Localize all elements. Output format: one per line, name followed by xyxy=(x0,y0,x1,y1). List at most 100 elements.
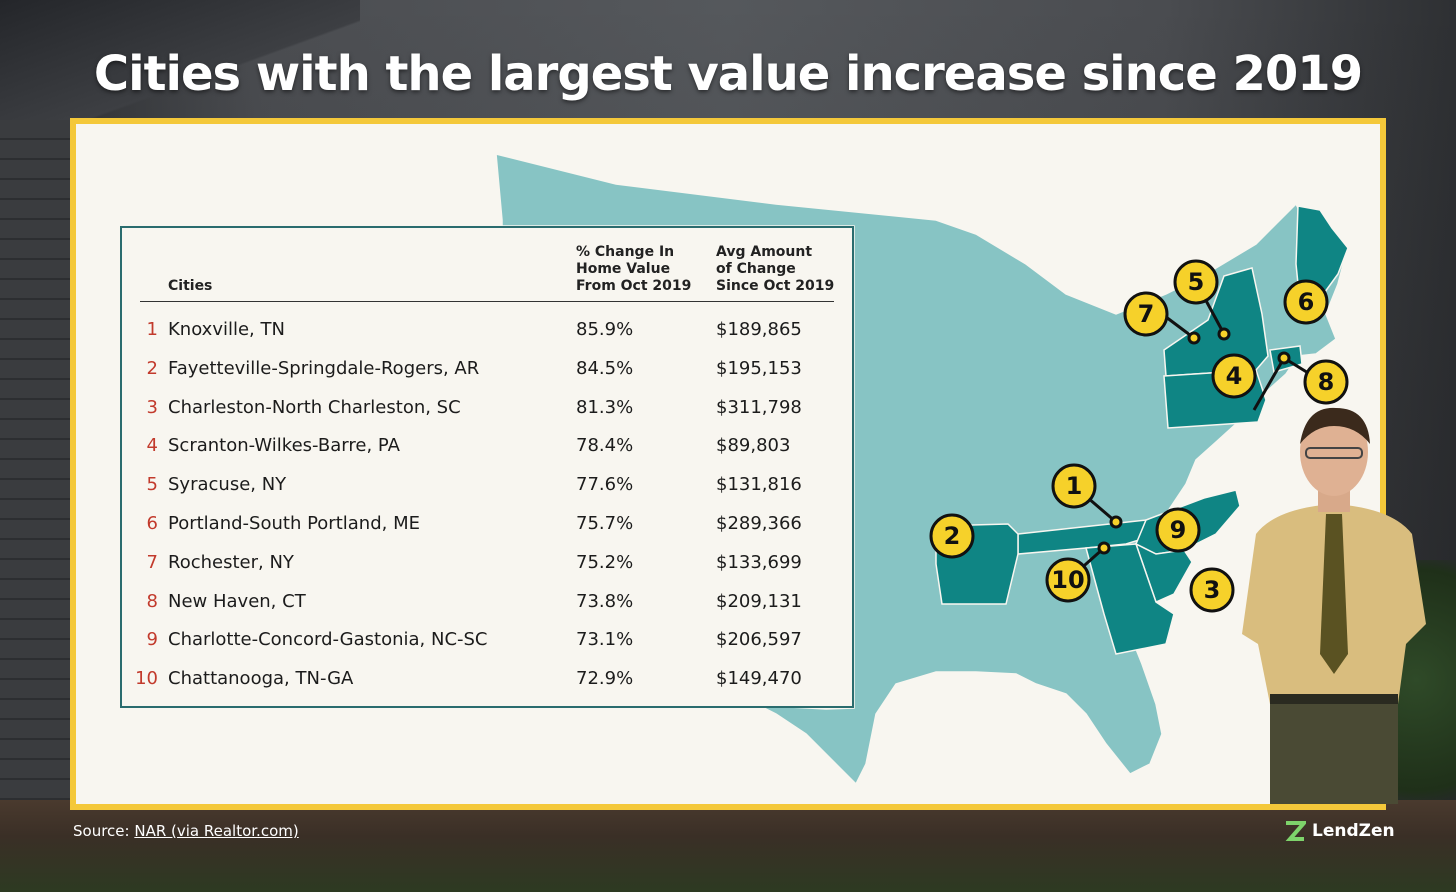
header-pct-change: % Change In Home Value From Oct 2019 xyxy=(576,244,706,295)
row-amount: $206,597 xyxy=(716,629,802,651)
table-row: 9 Charlotte-Concord-Gastonia, NC-SC 73.1% $… xyxy=(122,620,852,659)
map-marker-8: 8 xyxy=(1303,359,1349,405)
table-row: 3 Charleston-North Charleston, SC 81.3% $31… xyxy=(122,388,852,427)
header-amt-line3: Since Oct 2019 xyxy=(716,278,835,294)
us-map: 1 2 3 4 5 6 7 8 9 10 xyxy=(495,153,1349,786)
row-rank: 4 xyxy=(146,435,158,457)
map-marker-label: 6 xyxy=(1298,288,1315,316)
row-pct: 81.3% xyxy=(576,396,634,418)
row-city: Syracuse, NY xyxy=(168,474,287,496)
map-marker-label: 9 xyxy=(1170,516,1187,544)
map-marker-4: 4 xyxy=(1211,353,1257,399)
table-row: 6 Portland-South Portland, ME 75.7% $289,36… xyxy=(122,504,852,543)
person-glasses xyxy=(1305,447,1363,459)
row-pct: 84.5% xyxy=(576,357,634,379)
pin-syracuse xyxy=(1217,327,1231,341)
row-city: Knoxville, TN xyxy=(168,319,285,340)
background-house-siding xyxy=(0,0,80,892)
row-city: Rochester, NY xyxy=(168,551,294,573)
row-amount: $189,865 xyxy=(716,319,802,340)
person-figure xyxy=(1242,407,1426,804)
row-rank: 2 xyxy=(146,357,158,379)
row-rank: 3 xyxy=(146,396,158,418)
pin-new-haven xyxy=(1277,351,1291,365)
table-body: 1 Knoxville, TN 85.9% $189,865 2 Fayettevill… xyxy=(122,310,852,698)
map-marker-9: 9 xyxy=(1155,507,1201,553)
source-link[interactable]: NAR (via Realtor.com) xyxy=(134,822,299,840)
table-row: 8 New Haven, CT 73.8% $209,131 xyxy=(122,582,852,621)
row-amount: $89,803 xyxy=(716,435,791,457)
table-row: 1 Knoxville, TN 85.9% $189,865 xyxy=(122,310,852,349)
header-amt-line1: Avg Amount xyxy=(716,244,813,260)
row-amount: $195,153 xyxy=(716,357,802,379)
row-rank: 6 xyxy=(146,512,158,534)
row-city: Chattanooga, TN-GA xyxy=(168,668,354,690)
row-amount: $311,798 xyxy=(716,396,802,418)
pin-rochester xyxy=(1187,331,1201,345)
header-divider xyxy=(140,301,834,302)
map-marker-6: 6 xyxy=(1283,279,1329,325)
map-marker-label: 7 xyxy=(1138,300,1155,328)
row-rank: 5 xyxy=(146,474,158,496)
table-row: 2 Fayetteville-Springdale-Rogers, AR 84.5%… xyxy=(122,349,852,388)
row-amount: $131,816 xyxy=(716,474,802,496)
row-pct: 75.2% xyxy=(576,551,634,573)
map-marker-circle xyxy=(1051,463,1097,509)
row-pct: 72.9% xyxy=(576,668,634,690)
header-amt-line2: of Change xyxy=(716,261,796,277)
row-amount: $133,699 xyxy=(716,551,802,573)
header-pct-line3: From Oct 2019 xyxy=(576,278,692,294)
header-pct-line1: % Change In xyxy=(576,244,675,260)
source-credit: Source: NAR (via Realtor.com) xyxy=(73,822,299,840)
row-pct: 73.1% xyxy=(576,629,634,651)
row-amount: $149,470 xyxy=(716,668,802,690)
row-rank: 7 xyxy=(146,551,158,573)
table-row: 10 Chattanooga, TN-GA 72.9% $149,470 xyxy=(122,659,852,698)
person-hair xyxy=(1300,407,1370,444)
map-marker-10: 10 xyxy=(1045,557,1091,603)
lendzen-logo-icon xyxy=(1285,821,1306,841)
state-georgia xyxy=(1085,543,1175,655)
map-marker-7: 7 xyxy=(1123,291,1169,337)
row-city: Scranton-Wilkes-Barre, PA xyxy=(168,435,400,457)
row-city: Charleston-North Charleston, SC xyxy=(168,396,461,418)
map-markers: 1 2 3 4 5 6 7 8 9 10 xyxy=(929,259,1349,613)
map-marker-2: 2 xyxy=(929,513,975,559)
background-roof xyxy=(0,0,360,120)
table-row: 7 Rochester, NY 75.2% $133,699 xyxy=(122,543,852,582)
row-pct: 75.7% xyxy=(576,512,634,534)
map-marker-3: 3 xyxy=(1189,567,1235,613)
map-marker-label: 3 xyxy=(1204,576,1221,604)
map-marker-circle xyxy=(1303,359,1349,405)
map-marker-label: 1 xyxy=(1066,472,1083,500)
person-trousers xyxy=(1270,700,1398,804)
map-marker-circle xyxy=(1173,259,1219,305)
row-city: New Haven, CT xyxy=(168,590,306,612)
row-city: Charlotte-Concord-Gastonia, NC-SC xyxy=(168,629,488,651)
background-buildings xyxy=(0,800,1456,892)
cities-table: Cities % Change In Home Value From Oct 2… xyxy=(120,226,854,708)
map-marker-label: 5 xyxy=(1188,268,1205,296)
marker-leaders xyxy=(1067,281,1327,582)
person-tie xyxy=(1320,514,1348,674)
header-avg-amount: Avg Amount of Change Since Oct 2019 xyxy=(716,244,846,295)
map-marker-label: 4 xyxy=(1226,362,1243,390)
map-marker-label: 10 xyxy=(1051,566,1084,594)
row-pct: 77.6% xyxy=(576,474,634,496)
map-marker-circle xyxy=(1155,507,1201,553)
row-pct: 73.8% xyxy=(576,590,634,612)
map-marker-1: 1 xyxy=(1051,463,1097,509)
source-prefix: Source: xyxy=(73,822,135,840)
row-rank: 9 xyxy=(146,629,158,651)
map-marker-circle xyxy=(1045,557,1091,603)
row-city: Portland-South Portland, ME xyxy=(168,512,420,534)
table-row: 5 Syracuse, NY 77.6% $131,816 xyxy=(122,465,852,504)
brand-name: LendZen xyxy=(1312,821,1395,841)
header-cities: Cities xyxy=(168,278,213,294)
map-marker-label: 2 xyxy=(944,522,961,550)
row-rank: 8 xyxy=(146,590,158,612)
brand-logo: LendZen xyxy=(1284,820,1395,842)
map-marker-label: 8 xyxy=(1318,368,1335,396)
row-pct: 85.9% xyxy=(576,319,634,340)
map-marker-circle xyxy=(929,513,975,559)
